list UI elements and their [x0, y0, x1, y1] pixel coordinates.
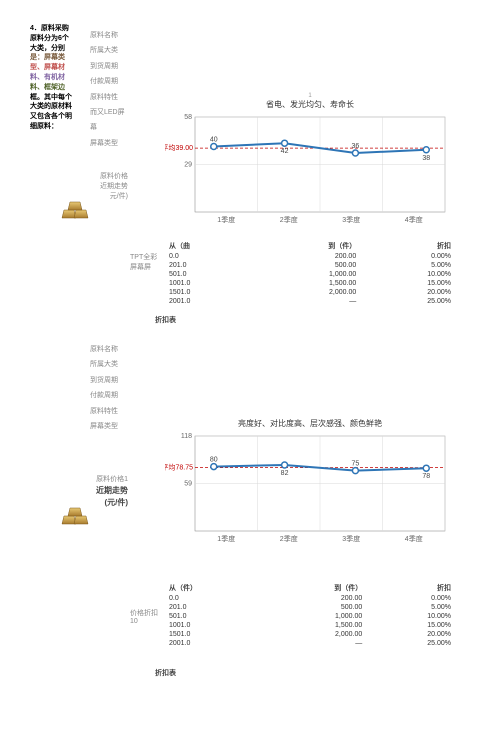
material-labels-1: 原料名称所属大类到货周期 付款周期原料特性而又LED屏 幕屏幕类型 [90, 28, 125, 151]
svg-text:59: 59 [184, 481, 192, 488]
table-row: 201.0500.005.00% [165, 603, 455, 612]
table-row: 1001.01,500.0015.00% [165, 279, 455, 288]
table2-side-label: 价格折扣10 [130, 608, 160, 625]
svg-text:42: 42 [281, 148, 289, 155]
discount-label-1: 折扣表 [155, 315, 176, 325]
table-row: 201.0500.005.00% [165, 261, 455, 270]
svg-text:平均39.00: 平均39.00 [165, 143, 193, 152]
svg-text:4季度: 4季度 [405, 534, 423, 543]
table-row: 501.01,000.0010.00% [165, 270, 455, 279]
table-row: 0.0200.000.00% [165, 252, 455, 261]
svg-text:40: 40 [210, 136, 218, 143]
table-1-wrap: 从（曲到（件）折扣 0.0200.000.00%201.0500.005.00%… [165, 240, 455, 306]
svg-text:3季度: 3季度 [342, 215, 360, 224]
table-1: 从（曲到（件）折扣 0.0200.000.00%201.0500.005.00%… [165, 240, 455, 306]
table-row: 1501.02,000.0020.00% [165, 288, 455, 297]
svg-text:78: 78 [422, 473, 430, 480]
chart-2-svg: 118 59 平均78.75 80 82 75 78 1季度 2季度 3季度 4季度 [165, 431, 455, 551]
svg-text:118: 118 [181, 433, 192, 440]
chart-1: 1省电、发光均匀、寿命长 5829平均39.00404236381季度2季度3季… [165, 90, 455, 230]
svg-text:1季度: 1季度 [217, 215, 235, 224]
gold-icon-1 [60, 196, 96, 224]
page: 4．原料采购 原料分为6个 大类，分别 是：屏幕类 型、屏幕材 料、有机材 料、… [0, 0, 500, 747]
table-row: 2001.0—25.00% [165, 639, 455, 648]
table-row: 0.0200.000.00% [165, 594, 455, 603]
svg-text:36: 36 [352, 143, 360, 150]
gold-icon-2 [60, 502, 96, 530]
svg-text:38: 38 [422, 155, 430, 162]
table-row: 1501.02,000.0020.00% [165, 630, 455, 639]
svg-text:平均78.75: 平均78.75 [165, 463, 193, 472]
table-row: 501.01,000.0010.00% [165, 612, 455, 621]
svg-text:82: 82 [281, 470, 289, 477]
table-header-row: 从（曲到（件）折扣 [165, 240, 455, 252]
svg-text:2季度: 2季度 [280, 215, 298, 224]
table-2: 从（件）到（件）折扣 0.0200.000.00%201.0500.005.00… [165, 582, 455, 648]
svg-text:4季度: 4季度 [405, 215, 423, 224]
svg-text:1季度: 1季度 [217, 534, 235, 543]
intro-text: 4．原料采购 原料分为6个 大类，分别 是：屏幕类 型、屏幕材 料、有机材 料、… [30, 24, 85, 132]
chart-2: 亮度好、对比度高、层次感强、颜色鲜艳 11859平均78.75808275781… [165, 418, 455, 558]
chart-1-svg: 58 29 平均39.00 40 42 36 38 1季度 2季度 3季度 4季度 [165, 112, 455, 232]
table-2-wrap: 从（件）到（件）折扣 0.0200.000.00%201.0500.005.00… [165, 582, 455, 648]
table-row: 1001.01,500.0015.00% [165, 621, 455, 630]
svg-text:58: 58 [184, 114, 192, 121]
svg-text:2季度: 2季度 [280, 534, 298, 543]
material-labels-2: 原料名称所属大类到货周期 付款周期原料特性屏幕类型 [90, 342, 118, 434]
table1-side-label: TPT全彩屏幕屏 [130, 252, 160, 272]
table-header-row: 从（件）到（件）折扣 [165, 582, 455, 594]
discount-label-2: 折扣表 [155, 668, 176, 678]
table-row: 2001.0—25.00% [165, 297, 455, 306]
svg-text:3季度: 3季度 [342, 534, 360, 543]
svg-text:80: 80 [210, 457, 218, 464]
svg-text:75: 75 [352, 461, 360, 468]
svg-text:29: 29 [184, 162, 192, 169]
